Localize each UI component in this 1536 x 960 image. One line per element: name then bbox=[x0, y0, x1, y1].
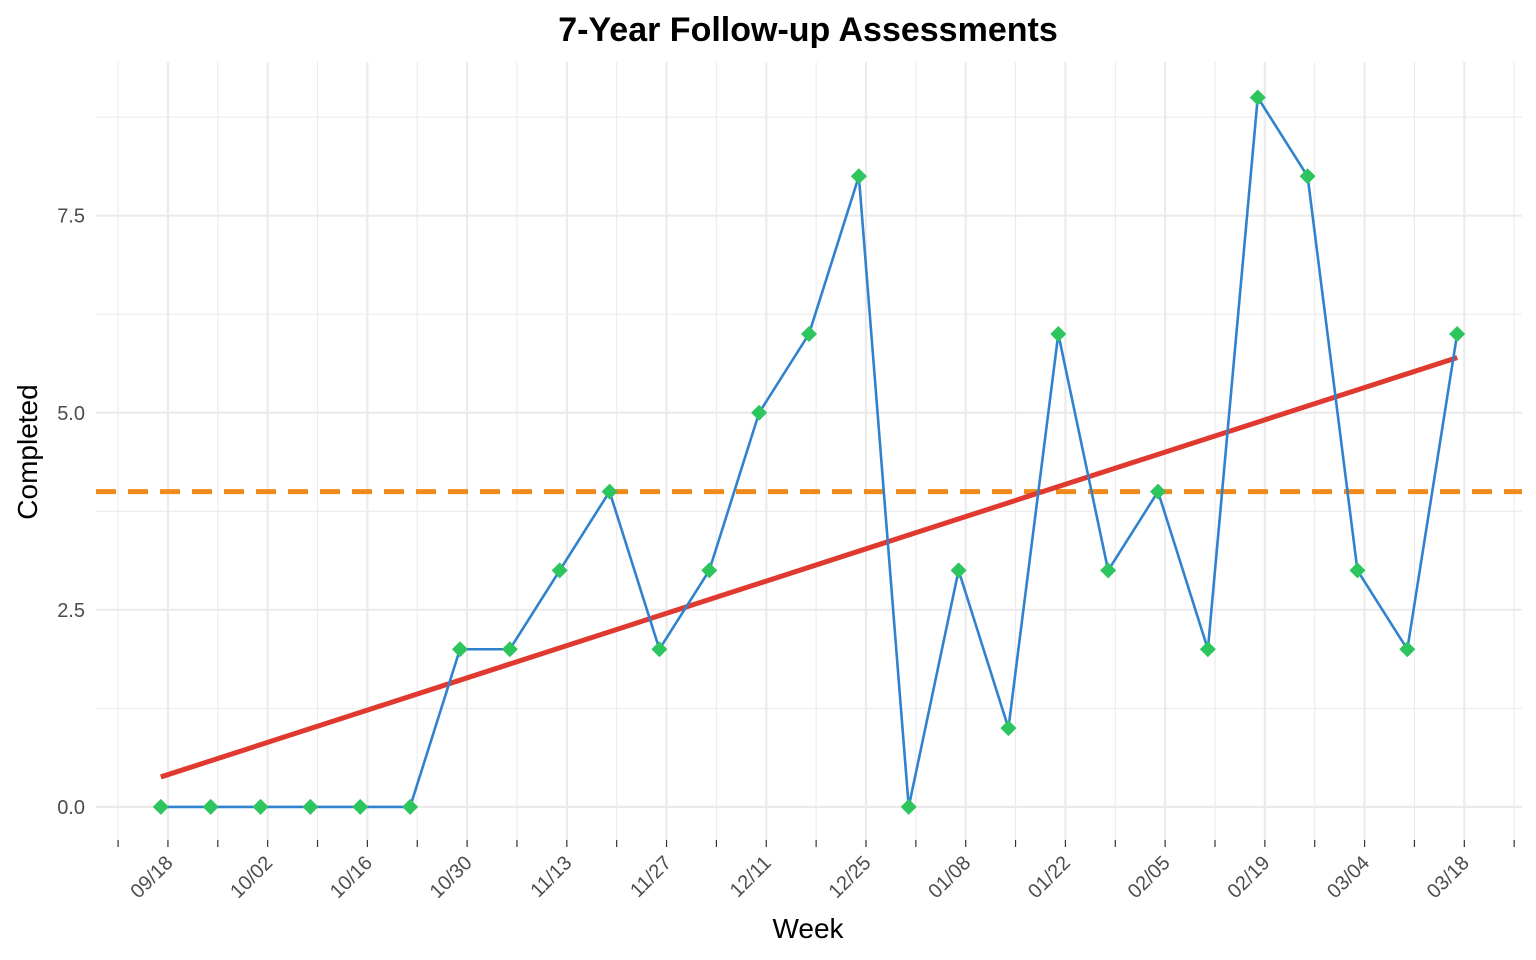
data-point bbox=[402, 798, 419, 815]
data-point bbox=[651, 641, 668, 658]
chart-title: 7-Year Follow-up Assessments bbox=[558, 11, 1057, 49]
data-point bbox=[202, 798, 219, 815]
data-point bbox=[451, 641, 468, 658]
x-tick-label: 01/08 bbox=[924, 852, 975, 903]
data-point bbox=[302, 798, 319, 815]
data-point bbox=[1150, 483, 1167, 500]
x-tick-label: 02/05 bbox=[1124, 852, 1175, 903]
x-tick-label: 10/16 bbox=[326, 852, 377, 903]
x-tick-label: 11/27 bbox=[626, 852, 676, 902]
y-axis-ticks: 0.0 2.5 5.0 7.5 bbox=[57, 206, 85, 819]
trend-line-layer bbox=[160, 355, 1458, 780]
x-tick-label: 10/30 bbox=[426, 852, 477, 903]
data-point bbox=[701, 562, 718, 579]
data-point bbox=[1299, 168, 1316, 185]
series-line-layer bbox=[160, 96, 1459, 809]
data-point bbox=[1449, 325, 1466, 342]
data-point bbox=[1199, 641, 1216, 658]
x-tick-label: 12/25 bbox=[825, 852, 876, 903]
data-point bbox=[850, 168, 867, 185]
data-point bbox=[801, 325, 817, 342]
x-axis-title: Week bbox=[772, 913, 844, 944]
x-tick-label: 03/04 bbox=[1323, 852, 1374, 903]
data-point bbox=[1249, 89, 1266, 106]
y-axis-title: Completed bbox=[12, 384, 43, 519]
data-point bbox=[900, 798, 917, 815]
data-point bbox=[1000, 720, 1017, 737]
y-tick-label: 7.5 bbox=[57, 206, 85, 228]
data-point bbox=[252, 798, 269, 815]
data-points-layer bbox=[152, 89, 1466, 815]
y-tick-label: 0.0 bbox=[57, 797, 85, 819]
data-point bbox=[352, 798, 369, 815]
series-line bbox=[160, 96, 1459, 809]
x-axis-ticks: 09/18 10/02 10/16 10/30 11/13 11/27 12/11 12/25… bbox=[117, 840, 1515, 903]
x-tick-label: 01/22 bbox=[1024, 852, 1075, 903]
data-point bbox=[551, 562, 568, 579]
data-point bbox=[950, 562, 967, 579]
x-tick-label: 12/11 bbox=[726, 852, 776, 902]
x-tick-label: 10/02 bbox=[226, 852, 277, 903]
data-point bbox=[152, 798, 169, 815]
y-tick-label: 5.0 bbox=[57, 403, 85, 425]
x-tick-label: 02/19 bbox=[1223, 852, 1274, 903]
x-tick-label: 09/18 bbox=[127, 852, 178, 903]
grid-minor bbox=[96, 62, 1522, 840]
trend-line bbox=[160, 355, 1458, 780]
data-point bbox=[501, 641, 518, 658]
data-point bbox=[1100, 562, 1117, 579]
data-point bbox=[1349, 562, 1366, 579]
x-tick-label: 03/18 bbox=[1423, 852, 1474, 903]
data-point bbox=[1399, 641, 1416, 658]
x-tick-label: 11/13 bbox=[526, 852, 576, 902]
data-point bbox=[751, 404, 768, 421]
data-point bbox=[601, 483, 618, 500]
data-point bbox=[1050, 325, 1067, 342]
y-tick-label: 2.5 bbox=[57, 600, 85, 622]
